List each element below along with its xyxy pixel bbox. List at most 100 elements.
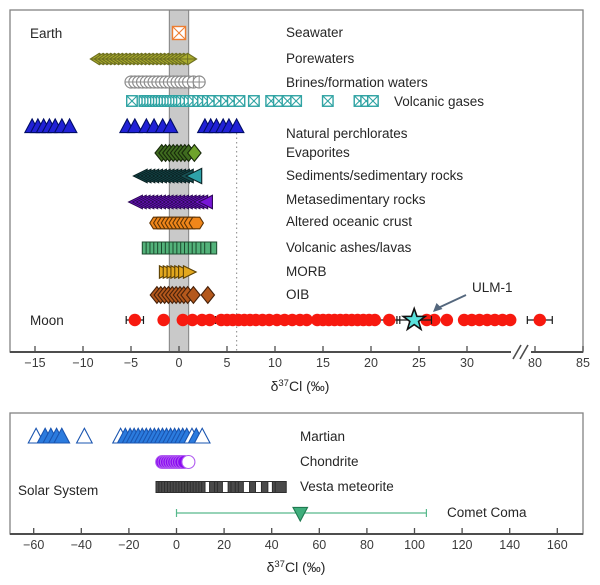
series-sediments: [132, 167, 203, 185]
tick-label: 140: [499, 538, 520, 552]
ulm1-arrowhead: [433, 303, 443, 312]
tick-label: 80: [528, 356, 542, 370]
legend-natural-perchlorates: Natural perchlorates: [286, 126, 408, 141]
tick-label: 20: [364, 356, 378, 370]
tick-label: 40: [265, 538, 279, 552]
legend-metasedimentary: Metasedimentary rocks: [286, 192, 426, 207]
tick-label: 100: [404, 538, 425, 552]
martian-marker: [53, 427, 71, 444]
oib-marker: [185, 285, 201, 305]
region-label-solar-system: Solar System: [18, 483, 98, 498]
legend-seawater: Seawater: [286, 25, 344, 40]
x-axis-title: δ37Cl (‰): [267, 559, 326, 575]
x-axis-title: δ37Cl (‰): [271, 378, 330, 394]
tick-label: 160: [547, 538, 568, 552]
tick-label: 5: [224, 356, 231, 370]
moon-marker: [368, 313, 382, 327]
region-label-moon: Moon: [30, 313, 64, 328]
volcanic-gases-marker-x: [367, 95, 379, 107]
legend-vesta-meteorite: Vesta meteorite: [300, 479, 394, 494]
tick-label: 85: [576, 356, 590, 370]
moon-marker: [203, 313, 216, 327]
seawater-marker-x: [172, 26, 186, 40]
tick-label: 10: [268, 356, 282, 370]
series-vesta-meteorite: [155, 481, 287, 493]
series-brines: [124, 75, 206, 89]
series-seawater: [171, 25, 187, 41]
vesta-meteorite-marker: [274, 481, 287, 493]
tick-label: 0: [173, 538, 180, 552]
tick-label: 30: [460, 356, 474, 370]
tick-label: 20: [217, 538, 231, 552]
legend-altered-oceanic-crust: Altered oceanic crust: [286, 214, 412, 229]
series-oib: [149, 285, 216, 305]
solar-system-panel: Martian Chondrite Vesta meteorite Comet Com…: [9, 412, 584, 575]
legend-morb: MORB: [286, 264, 327, 279]
tick-label: 0: [176, 356, 183, 370]
series-martian: [27, 427, 211, 444]
altered-oceanic-crust-marker: [188, 216, 205, 230]
evaporites-marker: [186, 143, 202, 163]
legend-brines: Brines/formation waters: [286, 75, 428, 90]
moon-marker: [440, 313, 454, 327]
moon-marker: [128, 313, 142, 327]
chondrite-marker: [181, 454, 196, 470]
tick-label: −40: [71, 538, 92, 552]
oib-marker: [200, 285, 216, 305]
sediments-marker: [184, 167, 203, 185]
axis-break-slash: [519, 344, 529, 360]
volcanic-gases-marker-x: [248, 95, 260, 107]
natural-perchlorates-marker: [126, 117, 144, 134]
legend-comet-coma: Comet Coma: [447, 505, 527, 520]
natural-perchlorates-marker: [228, 117, 245, 134]
martian-marker: [193, 427, 211, 444]
series-evaporites: [154, 143, 202, 163]
series-volcanic-gases: [126, 95, 379, 107]
region-label-earth: Earth: [30, 26, 62, 41]
moon-marker: [533, 313, 547, 327]
moon-marker: [300, 313, 313, 327]
tick-label: 80: [360, 538, 374, 552]
legend-volcanic-gases: Volcanic gases: [394, 94, 484, 109]
series-natural-perchlorates: [23, 117, 245, 134]
axis-break-slash: [512, 344, 522, 360]
moon-marker: [176, 313, 190, 327]
series-altered-oceanic-crust: [149, 216, 205, 230]
series-porewaters: [89, 52, 198, 66]
natural-perchlorates-marker: [61, 117, 78, 134]
series-metasedimentary: [127, 194, 213, 210]
ulm1-label: ULM-1: [472, 280, 513, 295]
tick-label: −60: [23, 538, 44, 552]
moon-marker: [503, 313, 517, 327]
moon-marker: [382, 313, 396, 327]
volcanic-gases-marker-x: [126, 95, 138, 107]
legend-oib: OIB: [286, 287, 309, 302]
natural-perchlorates-marker: [162, 117, 179, 134]
legend-porewaters: Porewaters: [286, 51, 355, 66]
tick-label: −15: [24, 356, 45, 370]
volcanic-gases-marker-x: [322, 95, 334, 107]
series-volcanic-ashes: [141, 241, 218, 255]
tick-label: −20: [118, 538, 139, 552]
legend-evaporites: Evaporites: [286, 145, 350, 160]
tick-label: 25: [412, 356, 426, 370]
martian-marker: [75, 427, 94, 444]
series-moon: [125, 313, 553, 327]
ulm1-arrow: [437, 294, 467, 309]
tick-label: 15: [316, 356, 330, 370]
tick-label: −10: [72, 356, 93, 370]
moon-marker: [157, 313, 170, 327]
tick-label: −5: [124, 356, 138, 370]
ulm1-star: [400, 306, 428, 332]
tick-label: 120: [452, 538, 473, 552]
legend-martian: Martian: [300, 429, 345, 444]
series-morb: [158, 264, 198, 280]
legend-volcanic-ashes: Volcanic ashes/lavas: [286, 240, 412, 255]
morb-marker: [182, 264, 198, 280]
comet-coma-marker: [292, 506, 309, 523]
earth-moon-panel: Seawater Porewaters Brines/formation water…: [9, 9, 590, 394]
legend-sediments: Sediments/sedimentary rocks: [286, 168, 463, 183]
series-chondrite: [155, 454, 196, 470]
